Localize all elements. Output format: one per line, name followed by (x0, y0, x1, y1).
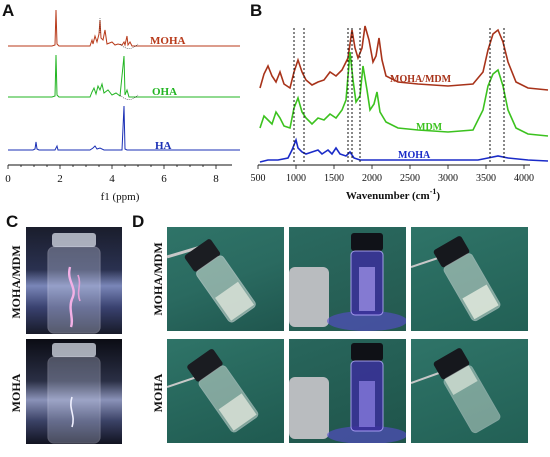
ha-trace-label: HA (155, 140, 172, 152)
tilted-vial-photo-moha-mdm (167, 227, 284, 331)
ftir-x-tick: 2500 (400, 173, 420, 184)
mdm-trace-label: MDM (416, 122, 443, 133)
ha-nmr-trace (8, 105, 240, 151)
panel-letter-d: D (132, 212, 145, 231)
ftir-x-tick: 1500 (324, 173, 344, 184)
moha-mdm-row-label: MOHA/MDM (9, 245, 23, 318)
ftir-x-tick: 3000 (438, 173, 458, 184)
moha-mdm-ftir-trace (259, 25, 549, 91)
moha-mdm-trace-label: MOHA/MDM (390, 74, 452, 85)
uv-vial-drawing (289, 343, 406, 443)
inverted-vial-photo-moha-mdm (411, 227, 528, 331)
moha-row-label: MOHA (151, 373, 165, 412)
nmr-x-tick: 6 (161, 173, 167, 185)
oha-nmr-trace (8, 54, 240, 98)
inverted-vial-photo-moha (411, 339, 528, 443)
moha-row-label: MOHA (9, 373, 23, 412)
panel-d-row-labels: MOHA/MDM MOHA (151, 242, 165, 412)
moha-mdm-vial-drawing (47, 233, 101, 334)
oha-trace-label: OHA (152, 86, 177, 98)
moha-vial-drawing (47, 343, 101, 444)
nmr-x-tick: 0 (5, 173, 11, 185)
ftir-x-tick: 1000 (286, 173, 306, 184)
moha-nmr-trace (8, 9, 240, 47)
inverted-vial-drawing (411, 236, 501, 322)
mdm-ftir-trace (259, 51, 549, 137)
nmr-x-tick: 4 (109, 173, 115, 185)
moha-trace-label: MOHA (150, 35, 185, 47)
moha-ftir-trace-label: MOHA (398, 150, 431, 161)
nmr-spectra-plot: MOHA OHA HA 0 2 4 6 8 f1 (ppm) (5, 9, 240, 203)
nmr-x-tick: 2 (57, 173, 63, 185)
panel-letter-a: A (2, 1, 15, 20)
moha-mdm-row-label: MOHA/MDM (151, 242, 165, 315)
nmr-x-axis-label: f1 (ppm) (101, 191, 140, 203)
ftir-reference-lines (293, 28, 505, 162)
ftir-x-tick: 3500 (476, 173, 496, 184)
moha-ftir-trace (259, 137, 549, 163)
panel-letter-c: C (6, 212, 19, 231)
inverted-vial-drawing (411, 348, 501, 434)
moha-mdm-vial-photo (26, 227, 122, 334)
uv-vial-photo-moha-mdm (289, 227, 406, 331)
nmr-peak-markers (99, 18, 139, 100)
ftir-x-ticks (257, 165, 525, 169)
ftir-x-tick: 2000 (362, 173, 382, 184)
ftir-spectra-plot: MOHA/MDM MDM MOHA 500 1000 1500 2000 250… (251, 25, 549, 202)
tilted-vial-photo-moha (167, 339, 284, 443)
ftir-x-tick: 4000 (514, 173, 534, 184)
tilted-vial-drawing (167, 349, 259, 433)
moha-vial-photo (26, 339, 122, 444)
ftir-x-axis-label: Wavenumber (cm-1) (346, 187, 441, 202)
nmr-x-tick: 8 (213, 173, 219, 185)
uv-vial-photo-moha (289, 339, 406, 443)
panel-letter-b: B (250, 1, 263, 20)
panel-c-row-labels: MOHA/MDM MOHA (9, 245, 23, 412)
tilted-vial-drawing (167, 239, 256, 323)
ftir-x-tick: 500 (251, 173, 266, 184)
nmr-x-minor-ticks (7, 165, 217, 169)
uv-vial-drawing (289, 233, 406, 331)
